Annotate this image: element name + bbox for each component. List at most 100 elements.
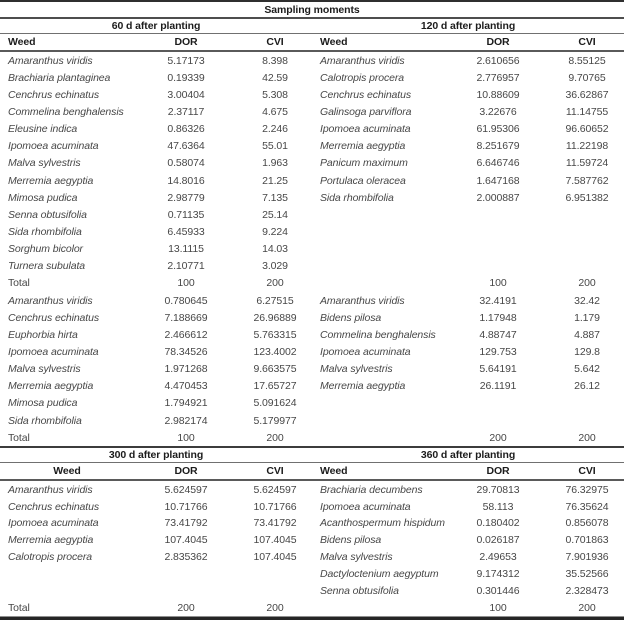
table-row: Malva sylvestris 1.971268 9.663575 Malva sy…: [0, 361, 624, 378]
value-cell: 26.96889: [253, 311, 297, 324]
weed-name-cell: Brachiaria plantaginea: [8, 71, 111, 84]
table-row: Amaranthus viridis 0.780645 6.27515 Amarant…: [0, 292, 624, 309]
table-row: Merremia aegyptia 107.4045 107.4045 Bidens …: [0, 532, 624, 549]
value-cell: 55.01: [262, 140, 288, 153]
value-cell: 11.22198: [565, 140, 609, 153]
weed-name-cell: [312, 206, 446, 223]
bottom-table-body: Amaranthus viridis 5.624597 5.624597 Brachi…: [0, 481, 624, 616]
value-cell: 1.971268: [164, 363, 208, 376]
table-row: Sida rhombifolia 6.45933 9.224: [0, 223, 624, 240]
value-cell: 200: [177, 601, 195, 614]
weed-name-cell: Malva sylvestris: [320, 363, 393, 376]
value-cell: 8.398: [262, 54, 288, 67]
value-cell: 7.901936: [565, 551, 609, 564]
table-row: Sida rhombifolia 2.982174 5.179977: [0, 412, 624, 429]
value-cell: 100: [177, 277, 195, 290]
weed-name-cell: [312, 395, 446, 412]
value-cell: 200: [578, 601, 596, 614]
weed-name-cell: Cenchrus echinatus: [8, 500, 100, 513]
weed-name-cell: Cenchrus echinatus: [8, 88, 100, 101]
table-row: Ipomoea acuminata 47.6364 55.01 Merremia ae…: [0, 138, 624, 155]
dor-column-header: DOR: [174, 465, 198, 478]
weed-column-header: Weed: [53, 465, 81, 478]
value-cell: 9.70765: [568, 71, 606, 84]
section-heading-300d: 300 d after planting: [108, 449, 204, 462]
section-heading-60d: 60 d after planting: [111, 20, 201, 32]
weed-name-cell: [312, 275, 446, 292]
weed-name-cell: Dactyloctenium aegyptum: [320, 568, 439, 581]
value-cell: 78.34526: [164, 345, 208, 358]
weed-name-cell: Galinsoga parviflora: [320, 105, 412, 118]
value-cell: 96.60652: [565, 123, 609, 136]
weed-name-cell: [312, 412, 446, 429]
table-row: Calotropis procera 2.835362 107.4045 Malva …: [0, 549, 624, 566]
value-cell: 200: [578, 431, 596, 444]
weed-name-cell: Ipomoea acuminata: [8, 140, 99, 153]
value-cell: 1.179: [574, 311, 600, 324]
value-cell: 0.19339: [167, 71, 205, 84]
weed-name-cell: Merremia aegyptia: [320, 140, 406, 153]
weed-name-cell: Portulaca oleracea: [320, 174, 406, 187]
value-cell: 13.1115: [168, 243, 204, 256]
value-cell: 10.88609: [476, 88, 520, 101]
value-cell: 11.59724: [565, 157, 609, 170]
table-row: Eleusine indica 0.86326 2.246 Ipomoea acumi…: [0, 121, 624, 138]
weed-name-cell: Cenchrus echinatus: [320, 88, 412, 101]
table-row: Euphorbia hirta 2.466612 5.763315 Commelina…: [0, 326, 624, 343]
value-cell: 5.308: [262, 88, 288, 101]
weed-name-cell: Bidens pilosa: [320, 534, 382, 547]
weed-name-cell: [312, 241, 446, 258]
value-cell: 4.887: [574, 328, 600, 341]
weed-name-cell: Sorghum bicolor: [8, 243, 83, 256]
value-cell: 2.000887: [476, 191, 520, 204]
value-cell: 129.753: [479, 345, 517, 358]
weed-name-cell: Calotropis procera: [8, 551, 92, 564]
weed-name-cell: Merremia aegyptia: [8, 380, 94, 393]
value-cell: 5.624597: [253, 483, 297, 496]
value-cell: [446, 223, 550, 240]
weed-name-cell: Sida rhombifolia: [320, 191, 394, 204]
value-cell: 2.10771: [167, 260, 205, 273]
section-heading-360d: 360 d after planting: [420, 449, 516, 462]
weed-name-cell: Amaranthus viridis: [8, 54, 93, 67]
value-cell: 0.701863: [565, 534, 609, 547]
value-cell: 200: [266, 601, 284, 614]
weed-name-cell: Mimosa pudica: [8, 397, 78, 410]
value-cell: 107.4045: [164, 534, 208, 547]
value-cell: 2.49653: [479, 551, 517, 564]
value-cell: 0.026187: [476, 534, 520, 547]
value-cell: 73.41792: [253, 517, 297, 530]
weed-name-cell: Malva sylvestris: [8, 363, 81, 376]
dor-column-header: DOR: [174, 36, 198, 48]
value-cell: 14.03: [262, 243, 288, 256]
weed-name-cell: Malva sylvestris: [8, 157, 81, 170]
value-cell: 2.982174: [164, 414, 208, 427]
value-cell: 6.951382: [565, 191, 609, 204]
weed-name-cell: [312, 599, 446, 616]
weed-name-cell: Commelina benghalensis: [320, 328, 436, 341]
weed-name-cell: Euphorbia hirta: [8, 328, 78, 341]
value-cell: [446, 412, 550, 429]
value-cell: 5.091624: [253, 397, 297, 410]
cvi-column-header: CVI: [578, 465, 596, 478]
value-cell: [134, 583, 238, 600]
value-cell: [238, 566, 312, 583]
weed-column-header: Weed: [8, 36, 36, 48]
value-cell: 4.88747: [479, 328, 517, 341]
value-cell: 6.45933: [167, 225, 205, 238]
value-cell: 2.835362: [164, 551, 208, 564]
value-cell: 0.58074: [167, 157, 205, 170]
weed-name-cell: Panicum maximum: [320, 157, 408, 170]
value-cell: 0.301446: [476, 585, 520, 598]
table-row: Ipomoea acuminata 73.41792 73.41792 Acantho…: [0, 515, 624, 532]
value-cell: 0.86326: [167, 123, 205, 136]
section-heading-120d: 120 d after planting: [420, 20, 516, 32]
weed-name-cell: Turnera subulata: [8, 260, 86, 273]
weed-column-header: Weed: [320, 36, 348, 48]
cvi-column-header: CVI: [266, 465, 284, 478]
bottom-section-headings: 300 d after planting 360 d after plantin…: [0, 446, 624, 464]
table-row: Senna obtusifolia 0.71135 25.14: [0, 206, 624, 223]
value-cell: 29.70813: [476, 483, 520, 496]
value-cell: [446, 395, 550, 412]
table-row: Brachiaria plantaginea 0.19339 42.59 Calotr…: [0, 69, 624, 86]
